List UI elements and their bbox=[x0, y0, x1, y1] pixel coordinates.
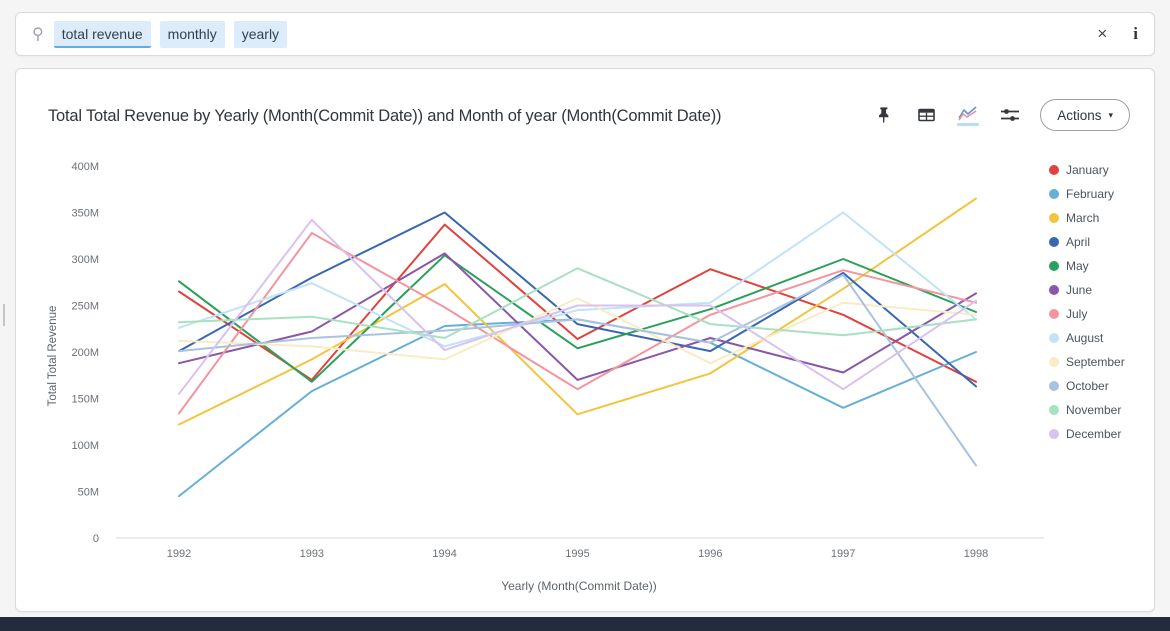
settings-sliders-icon[interactable] bbox=[998, 103, 1022, 127]
x-tick-label: 1992 bbox=[167, 548, 191, 560]
legend-label: October bbox=[1066, 379, 1109, 393]
legend-label: August bbox=[1066, 331, 1104, 345]
series-line-november[interactable] bbox=[178, 267, 977, 339]
legend-label: May bbox=[1066, 259, 1089, 273]
x-tick-label: 1993 bbox=[300, 548, 324, 560]
series-line-april[interactable] bbox=[178, 211, 977, 388]
y-axis-title: Total Total Revenue bbox=[47, 306, 59, 407]
y-tick-label: 200M bbox=[71, 347, 99, 359]
series-line-october[interactable] bbox=[178, 273, 977, 467]
legend-label: December bbox=[1066, 427, 1122, 441]
series-line-may[interactable] bbox=[178, 254, 977, 383]
legend-label: July bbox=[1066, 307, 1088, 321]
series-line-january[interactable] bbox=[178, 223, 977, 383]
search-token-total-revenue[interactable]: total revenue bbox=[53, 20, 151, 48]
y-tick-label: 350M bbox=[71, 208, 99, 220]
table-view-icon[interactable] bbox=[914, 103, 938, 127]
y-tick-label: 150M bbox=[71, 394, 99, 406]
y-tick-label: 0 bbox=[93, 533, 99, 545]
y-tick-label: 100M bbox=[71, 440, 99, 452]
legend-item-january[interactable]: January bbox=[1049, 158, 1125, 182]
legend-dot-june bbox=[1049, 285, 1059, 295]
legend-dot-november bbox=[1049, 405, 1059, 415]
x-tick-label: 1996 bbox=[698, 548, 722, 560]
legend-dot-april bbox=[1049, 237, 1059, 247]
legend-item-may[interactable]: May bbox=[1049, 254, 1125, 278]
legend-label: February bbox=[1066, 187, 1115, 201]
search-token-yearly[interactable]: yearly bbox=[233, 20, 288, 48]
legend-item-october[interactable]: October bbox=[1049, 374, 1125, 398]
series-line-june[interactable] bbox=[178, 252, 977, 381]
legend-label: January bbox=[1066, 163, 1109, 177]
legend-dot-october bbox=[1049, 381, 1059, 391]
series-line-december[interactable] bbox=[178, 218, 977, 395]
legend-item-august[interactable]: August bbox=[1049, 326, 1125, 350]
actions-button-label: Actions bbox=[1057, 107, 1102, 123]
legend-item-november[interactable]: November bbox=[1049, 398, 1125, 422]
visualization-card: Total Total Revenue by Yearly (Month(Com… bbox=[15, 68, 1155, 612]
legend-item-july[interactable]: July bbox=[1049, 302, 1125, 326]
line-chart[interactable]: 0 50M 100M 150M 200M 250M 300M 350M 400M 1992 1993… bbox=[16, 69, 1156, 613]
x-tick-label: 1994 bbox=[432, 548, 456, 560]
actions-button[interactable]: Actions ▾ bbox=[1040, 99, 1130, 131]
caret-down-icon: ▾ bbox=[1108, 109, 1113, 120]
x-axis-title: Yearly (Month(Commit Date)) bbox=[501, 579, 657, 593]
legend-dot-march bbox=[1049, 213, 1059, 223]
x-tick-label: 1997 bbox=[831, 548, 855, 560]
legend-label: April bbox=[1066, 235, 1091, 249]
series-line-march[interactable] bbox=[178, 197, 977, 426]
legend-dot-december bbox=[1049, 429, 1059, 439]
legend-dot-august bbox=[1049, 333, 1059, 343]
bottom-taskbar bbox=[0, 617, 1170, 631]
legend-dot-september bbox=[1049, 357, 1059, 367]
legend-dot-may bbox=[1049, 261, 1059, 271]
legend-item-february[interactable]: February bbox=[1049, 182, 1125, 206]
legend-item-september[interactable]: September bbox=[1049, 350, 1125, 374]
legend-label: November bbox=[1066, 403, 1122, 417]
clear-search-icon[interactable]: × bbox=[1097, 24, 1108, 43]
chart-legend: January February March April May June July Augu… bbox=[1049, 158, 1125, 446]
line-chart-view-icon[interactable] bbox=[956, 103, 980, 127]
panel-resize-handle[interactable] bbox=[3, 304, 5, 326]
chart-title: Total Total Revenue by Yearly (Month(Com… bbox=[48, 107, 722, 125]
search-icon: ⚲ bbox=[32, 26, 44, 43]
legend-label: September bbox=[1066, 355, 1125, 369]
legend-label: March bbox=[1066, 211, 1100, 225]
y-tick-label: 250M bbox=[71, 301, 99, 313]
legend-item-april[interactable]: April bbox=[1049, 230, 1125, 254]
series-line-july[interactable] bbox=[178, 232, 977, 415]
active-view-indicator bbox=[957, 122, 980, 126]
chart-toolbar: Actions ▾ bbox=[872, 99, 1130, 131]
y-tick-label: 50M bbox=[78, 487, 99, 499]
info-icon[interactable]: i bbox=[1133, 24, 1138, 43]
pin-icon[interactable] bbox=[872, 103, 896, 127]
x-tick-label: 1995 bbox=[565, 548, 589, 560]
series-line-august[interactable] bbox=[178, 211, 977, 348]
search-bar[interactable]: ⚲ total revenue monthly yearly × i bbox=[15, 12, 1155, 56]
legend-label: June bbox=[1066, 283, 1093, 297]
legend-item-june[interactable]: June bbox=[1049, 278, 1125, 302]
y-tick-label: 300M bbox=[71, 254, 99, 266]
legend-dot-july bbox=[1049, 309, 1059, 319]
y-tick-label: 400M bbox=[71, 161, 99, 173]
legend-item-december[interactable]: December bbox=[1049, 422, 1125, 446]
x-tick-label: 1998 bbox=[964, 548, 988, 560]
series-line-september[interactable] bbox=[178, 297, 977, 365]
legend-item-march[interactable]: March bbox=[1049, 206, 1125, 230]
legend-dot-january bbox=[1049, 165, 1059, 175]
search-token-monthly[interactable]: monthly bbox=[159, 20, 225, 48]
search-input[interactable]: total revenue monthly yearly bbox=[53, 20, 1098, 48]
legend-dot-february bbox=[1049, 189, 1059, 199]
